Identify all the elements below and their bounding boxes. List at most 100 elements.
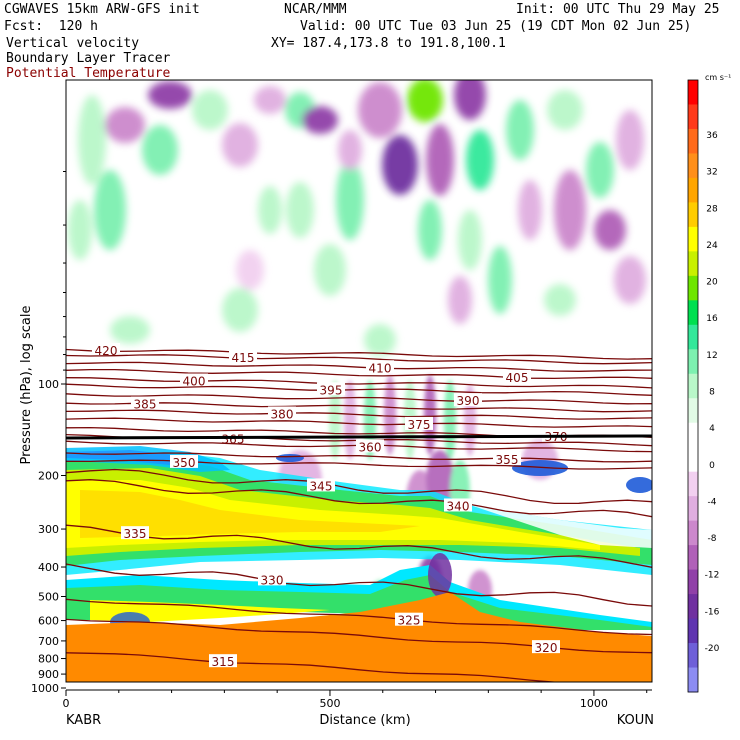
theta-label: 345 xyxy=(310,479,333,493)
colorbar-label: 24 xyxy=(706,241,718,251)
theta-label-bg xyxy=(444,498,472,512)
theta-contour xyxy=(66,383,652,396)
theta-label: 360 xyxy=(359,440,382,454)
right-endpoint-label: KOUN xyxy=(617,713,654,728)
y-tick-label: 800 xyxy=(38,653,59,666)
y-tick-label: 600 xyxy=(38,615,59,628)
theta-label-bg xyxy=(180,373,208,387)
theta-label-bg xyxy=(131,396,159,410)
colorbar-swatch xyxy=(688,569,698,595)
plot-frame xyxy=(65,79,653,683)
theta-contour xyxy=(66,393,652,405)
theta-label-bg xyxy=(493,452,521,466)
theta-label: 380 xyxy=(271,407,294,421)
theta-label-bg xyxy=(395,612,423,626)
colorbar-swatch xyxy=(688,275,698,301)
theta-contour xyxy=(66,361,652,372)
theta-contour xyxy=(66,402,652,413)
theta-label: 400 xyxy=(183,375,206,389)
colorbar-unit: cm s⁻¹ xyxy=(705,73,731,82)
theta-label-bg xyxy=(356,439,384,453)
theta-contour xyxy=(66,459,652,470)
colorbar-swatch xyxy=(688,545,698,571)
init-time: Init: 00 UTC Thu 29 May 25 xyxy=(516,2,720,17)
theta-label: 415 xyxy=(232,351,255,365)
colorbar-swatch xyxy=(688,398,698,424)
colorbar-swatch xyxy=(688,300,698,326)
theta-contour xyxy=(66,468,652,505)
theta-label-bg xyxy=(229,350,257,364)
theta-label: 335 xyxy=(124,527,147,541)
theta-label-bg xyxy=(121,526,149,540)
colorbar-swatch xyxy=(688,373,698,399)
colorbar-swatch xyxy=(688,618,698,644)
theta-label-bg xyxy=(307,478,335,492)
theta-contour xyxy=(66,348,652,360)
colorbar-swatch xyxy=(688,177,698,203)
colorbar-swatch xyxy=(688,520,698,546)
theta-label-bg xyxy=(170,454,198,468)
colorbar-label: 16 xyxy=(706,314,718,324)
colorbar-swatch xyxy=(688,202,698,228)
colorbar-swatch xyxy=(688,226,698,252)
field-boundary-layer-tracer: Boundary Layer Tracer xyxy=(6,51,171,66)
theta-label: 375 xyxy=(408,418,431,432)
theta-label-bg xyxy=(366,360,394,374)
colorbar-swatch xyxy=(688,594,698,620)
y-axis-label: Pressure (hPa), log scale xyxy=(19,306,34,465)
theta-contour xyxy=(66,354,652,365)
x-tick-label: 500 xyxy=(319,697,340,710)
x-axis-label: Distance (km) xyxy=(319,713,410,728)
theta-contour xyxy=(66,598,652,636)
theta-label: 410 xyxy=(369,361,392,375)
colorbar-label: -4 xyxy=(708,497,717,507)
theta-contour xyxy=(66,368,652,380)
colorbar-label: 12 xyxy=(706,351,717,361)
colorbar-swatch xyxy=(688,471,698,497)
valid-time: Valid: 00 UTC Tue 03 Jun 25 (19 CDT Mon … xyxy=(300,19,692,34)
y-tick-label: 300 xyxy=(38,523,59,536)
y-tick-label: 700 xyxy=(38,635,59,648)
theta-label: 395 xyxy=(320,383,343,397)
org-label: NCAR/MMM xyxy=(284,2,347,17)
theta-label-bg xyxy=(317,382,345,396)
colorbar-label: -12 xyxy=(705,571,720,581)
colorbar-swatch xyxy=(688,349,698,375)
colorbar-swatch xyxy=(688,643,698,669)
y-tick-label: 400 xyxy=(38,561,59,574)
colorbar-label: 20 xyxy=(706,278,718,288)
colorbar-swatch xyxy=(688,324,698,350)
colorbar-frame xyxy=(687,79,699,693)
theta-label-bg xyxy=(532,640,560,654)
theta-label-bg xyxy=(258,572,286,586)
theta-contour xyxy=(66,409,652,420)
left-endpoint-label: KABR xyxy=(66,713,101,728)
theta-contour xyxy=(66,652,563,682)
theta-contour xyxy=(66,479,652,518)
colorbar-swatch xyxy=(688,153,698,179)
theta-label: 325 xyxy=(398,614,421,628)
field-vertical-velocity: Vertical velocity xyxy=(6,36,140,51)
theta-label: 315 xyxy=(212,655,235,669)
colorbar-label: 8 xyxy=(709,387,715,397)
theta-label: 390 xyxy=(457,394,480,408)
theta-label: 365 xyxy=(222,432,245,446)
vertical-velocity-field xyxy=(66,80,652,682)
theta-label-bg xyxy=(92,343,120,357)
theta-label-bg xyxy=(503,369,531,383)
theta-label-bg xyxy=(268,406,296,420)
theta-contour xyxy=(66,563,652,607)
colorbar-swatch xyxy=(688,496,698,522)
field-potential-temperature: Potential Temperature xyxy=(6,66,171,81)
colorbar-swatch xyxy=(688,667,698,693)
colorbar-swatch xyxy=(688,447,698,473)
forecast-hour: Fcst: 120 h xyxy=(4,19,98,34)
potential-temperature-contours: 4204154104054003953903853803753703653603… xyxy=(66,343,652,682)
theta-contour xyxy=(66,452,652,463)
y-tick-label: 100 xyxy=(38,378,59,391)
theta-label: 385 xyxy=(134,398,157,412)
theta-contour xyxy=(66,524,652,568)
theta-label-bg xyxy=(405,416,433,430)
colorbar-label: -8 xyxy=(708,534,717,544)
